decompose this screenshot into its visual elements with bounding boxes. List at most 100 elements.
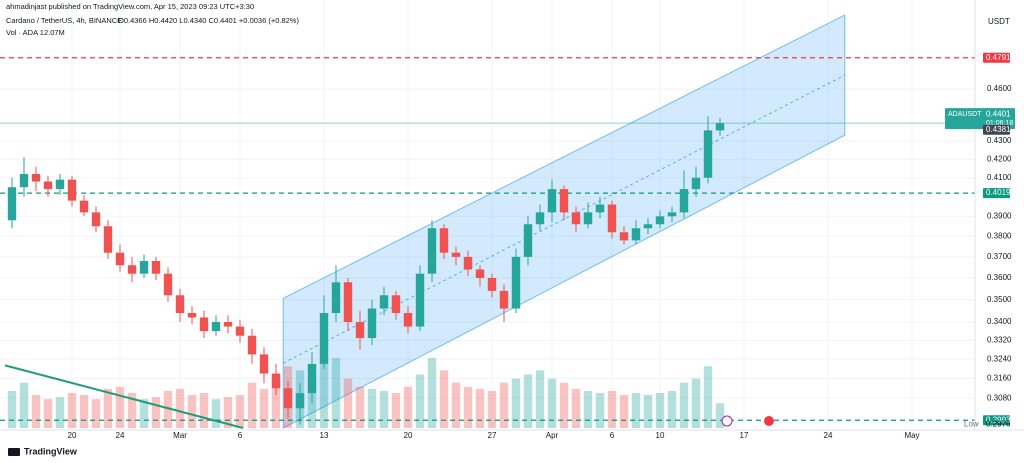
y-tick-label: 0.4200 (987, 154, 1012, 163)
candle-body (463, 256, 473, 270)
volume-bar (715, 403, 725, 428)
candle-body (691, 177, 701, 190)
event-icon[interactable] (764, 416, 774, 426)
volume-bar (163, 390, 173, 428)
ohlc: O0.4366 H0.4420 L0.4340 C0.4401 +0.0036 … (118, 16, 299, 25)
price-label-box (983, 52, 1010, 63)
candle-body (535, 212, 545, 225)
y-tick-label: 0.3600 (987, 273, 1012, 282)
volume-bar (583, 390, 593, 428)
y-tick-label: 0.3900 (987, 211, 1012, 220)
volume-bar (403, 386, 413, 428)
candle-body (415, 273, 425, 327)
volume-bar (691, 378, 701, 428)
price-label: 0.4381 (986, 125, 1011, 134)
y-tick-label: 0.3160 (987, 374, 1012, 383)
candle-body (475, 269, 485, 278)
y-tick-label: 0.3700 (987, 252, 1012, 261)
candle-body (619, 232, 629, 241)
event-icon[interactable] (721, 415, 733, 427)
symbol: Cardano / TetherUS, 4h, BINANCE (6, 16, 122, 25)
trendline (4, 364, 244, 429)
y-tick-label: 0.3800 (987, 231, 1012, 240)
volume-bar (259, 388, 269, 428)
volume-bar (307, 378, 317, 428)
candle-body (151, 261, 161, 274)
axes: 0.4600 0.4300 0.4200 0.4100 0.3900 0.3800 0.37… (68, 52, 1015, 440)
volume-bar (235, 395, 245, 428)
candle-body (343, 282, 353, 323)
candle-body (643, 224, 653, 229)
volume-bar (619, 395, 629, 428)
candle-body (715, 123, 725, 131)
candle-body (139, 261, 149, 274)
volume-bar (343, 378, 353, 428)
price-label: 0.2993 (986, 415, 1011, 424)
x-tick-label: Apr (546, 431, 559, 440)
candle-body (259, 354, 269, 374)
candle-body (127, 265, 137, 274)
x-tick-label: 10 (656, 431, 665, 440)
plot (0, 14, 975, 429)
candle-body (487, 277, 497, 291)
price-label: 0.4791 (986, 53, 1011, 62)
last-box (945, 108, 1015, 130)
x-tick-label: 27 (488, 431, 497, 440)
candle-body (283, 388, 293, 409)
volume-bar (187, 395, 197, 428)
candle-body (439, 228, 449, 253)
y-tick-label: 0.3080 (987, 393, 1012, 402)
volume-bar (643, 395, 653, 428)
volume-bar (499, 382, 509, 428)
volume-bar (379, 390, 389, 428)
last-price: 0.4401 (986, 109, 1011, 118)
low-label: 0.2976 (986, 420, 1011, 429)
y-tick-label: 0.3500 (987, 295, 1012, 304)
candle-body (607, 204, 617, 233)
x-tick-label: 24 (116, 431, 125, 440)
volume-bar (175, 388, 185, 428)
candle-body (307, 363, 317, 394)
x-tick-label: 6 (238, 431, 243, 440)
volume-bar (511, 378, 521, 428)
y-tick-label: 0.3240 (987, 354, 1012, 363)
volume-bar (223, 397, 233, 428)
volume-bar (487, 390, 497, 428)
low-label-name: Low (964, 420, 979, 429)
candle-body (547, 189, 557, 213)
volume-bar (439, 370, 449, 428)
volume-bar (535, 370, 545, 428)
price-label-box (983, 188, 1010, 199)
candle-body (31, 174, 41, 182)
x-tick-label: 24 (824, 431, 833, 440)
candle-body (223, 322, 233, 327)
volume-bar (115, 386, 125, 428)
candle-body (667, 212, 677, 217)
price-label-box (983, 124, 1010, 135)
volume-bar (55, 397, 65, 428)
volume-bar (151, 397, 161, 428)
candle-body (511, 256, 521, 309)
volume-bar (463, 386, 473, 428)
volume-bar (139, 399, 149, 428)
x-tick-label: 20 (404, 431, 413, 440)
volume-bar (679, 382, 689, 428)
candle-body (427, 228, 437, 274)
candle-body (583, 212, 593, 225)
candle-body (115, 252, 125, 266)
volume-bar (7, 390, 17, 428)
x-tick-label: May (904, 431, 919, 440)
candle-body (391, 295, 401, 313)
volume-bar (427, 358, 437, 428)
y-tick-label: 0.3320 (987, 335, 1012, 344)
y-tick-label: 0.4100 (987, 173, 1012, 182)
volume-bar (91, 399, 101, 428)
volume-bar (631, 393, 641, 428)
candle-body (19, 174, 29, 188)
volume-bar (655, 393, 665, 428)
volume-bar (607, 390, 617, 428)
volume-bar (559, 382, 569, 428)
publisher: ahmadinjast published on TradingView.com… (6, 2, 254, 11)
candle-body (451, 252, 461, 257)
